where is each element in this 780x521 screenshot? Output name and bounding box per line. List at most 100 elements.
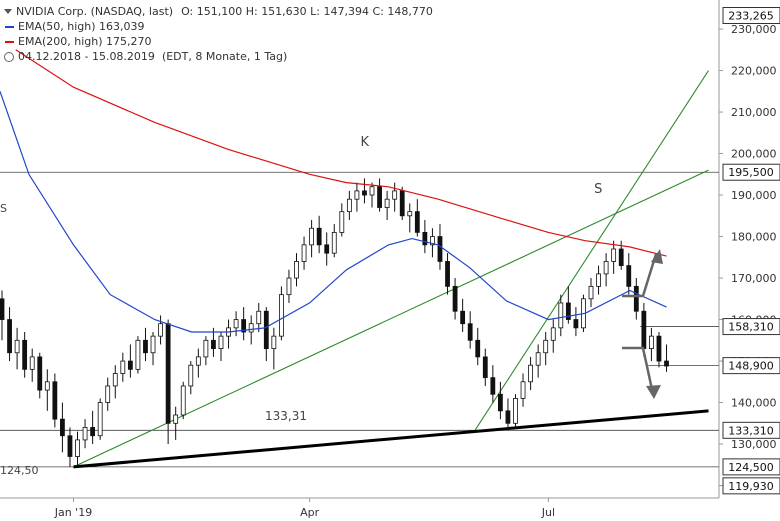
annotation-124: 124,50 bbox=[0, 464, 39, 477]
candle-body bbox=[67, 435, 73, 457]
candle-body bbox=[0, 298, 5, 320]
candle-body bbox=[626, 265, 632, 287]
up-arrowhead-icon bbox=[651, 249, 663, 264]
candle-body bbox=[324, 244, 330, 254]
candle-body bbox=[513, 397, 518, 424]
candle-body bbox=[294, 261, 299, 279]
candle-body bbox=[52, 381, 58, 420]
candle-body bbox=[414, 211, 420, 233]
candle-body bbox=[127, 360, 133, 370]
candle-body bbox=[467, 323, 473, 341]
candle-body bbox=[505, 410, 511, 424]
candle-body bbox=[377, 186, 382, 208]
candle-body bbox=[309, 227, 315, 246]
candle-body bbox=[641, 310, 647, 349]
candle-body bbox=[603, 261, 609, 275]
candle-body bbox=[392, 190, 398, 200]
y-tick-label: 140,000 bbox=[731, 397, 777, 410]
ema200-line bbox=[15, 49, 667, 257]
candle-body bbox=[497, 393, 503, 412]
candle-body bbox=[543, 339, 549, 354]
candle-body bbox=[550, 327, 556, 341]
candle-body bbox=[331, 231, 337, 254]
candle-body bbox=[75, 439, 80, 457]
candle-body bbox=[460, 310, 466, 325]
legend-ema50-value: 163,039 bbox=[99, 20, 145, 33]
candle-body bbox=[399, 190, 405, 217]
up-arrow bbox=[622, 253, 658, 298]
candle-body bbox=[482, 356, 488, 379]
candle-body bbox=[437, 236, 443, 262]
price-box-label: 158,310 bbox=[728, 321, 774, 334]
candle-body bbox=[211, 339, 216, 349]
candle-body bbox=[452, 285, 458, 312]
price-box-label: 119,930 bbox=[728, 480, 774, 493]
candle-body bbox=[633, 285, 639, 312]
x-tick-label: Jan '19 bbox=[54, 506, 92, 519]
candle-body bbox=[316, 227, 322, 246]
y-tick-label: 170,000 bbox=[731, 272, 777, 285]
price-box bbox=[722, 458, 780, 476]
candle-body bbox=[90, 427, 96, 437]
candle-body bbox=[158, 323, 163, 337]
candle-body bbox=[105, 385, 111, 403]
ema50-swatch-icon bbox=[5, 25, 14, 28]
ema200-swatch-icon bbox=[5, 40, 14, 43]
clock-icon bbox=[4, 51, 14, 62]
dropdown-icon[interactable] bbox=[4, 9, 12, 14]
legend-ema50-label: EMA(50, high) bbox=[18, 20, 96, 33]
annotation-133: 133,31 bbox=[265, 409, 307, 423]
candle-body bbox=[218, 335, 224, 349]
candle-body bbox=[241, 319, 247, 333]
support-trendline bbox=[73, 409, 709, 469]
price-box-label: 233,265 bbox=[728, 10, 774, 23]
legend-ema200-value: 175,270 bbox=[106, 35, 152, 48]
candle-body bbox=[656, 335, 662, 362]
candle-body bbox=[565, 302, 571, 320]
candle-body bbox=[558, 302, 564, 329]
candle-body bbox=[37, 356, 43, 391]
candle-body bbox=[407, 211, 413, 217]
legend-range: 04.12.2018 - 15.08.2019 bbox=[18, 50, 155, 63]
candle-body bbox=[188, 364, 194, 387]
price-box-label: 148,900 bbox=[728, 360, 774, 373]
candle-body bbox=[422, 231, 428, 246]
candle-body bbox=[173, 414, 179, 424]
candle-body bbox=[528, 364, 533, 383]
annotation-s: S bbox=[594, 182, 602, 197]
price-box bbox=[722, 477, 780, 495]
down-arrowhead-icon bbox=[646, 385, 661, 399]
candle-body bbox=[150, 335, 156, 354]
candle-body bbox=[596, 273, 601, 287]
candle-body bbox=[112, 373, 118, 387]
candle-body bbox=[384, 198, 390, 208]
legend-ema200-label: EMA(200, high) bbox=[18, 35, 103, 48]
y-tick-label: 200,000 bbox=[731, 148, 777, 161]
candle-body bbox=[165, 323, 171, 424]
candle-body bbox=[573, 319, 579, 329]
legend-ema200-row: EMA(200, high) 175,270 bbox=[4, 34, 433, 49]
legend-range-info: (EDT, 8 Monate, 1 Tag) bbox=[161, 50, 288, 63]
candle-body bbox=[618, 248, 624, 267]
candle-body bbox=[354, 190, 360, 200]
green-trendline bbox=[474, 70, 709, 431]
candle-body bbox=[430, 236, 435, 246]
green-trendline bbox=[73, 169, 709, 468]
price-box bbox=[722, 318, 780, 336]
candle-body bbox=[271, 335, 277, 349]
candle-body bbox=[60, 418, 65, 437]
candle-body bbox=[475, 339, 481, 358]
candle-body bbox=[7, 319, 12, 354]
candle-body bbox=[233, 319, 239, 329]
annotation-k: K bbox=[360, 135, 369, 150]
ema50-line bbox=[0, 91, 667, 333]
y-tick-label: 190,000 bbox=[731, 189, 777, 202]
candle-body bbox=[362, 190, 367, 196]
candle-body bbox=[445, 261, 450, 287]
candle-body bbox=[203, 339, 209, 358]
y-tick-label: 180,000 bbox=[731, 231, 777, 244]
price-box bbox=[722, 357, 780, 375]
candle-body bbox=[286, 277, 292, 296]
